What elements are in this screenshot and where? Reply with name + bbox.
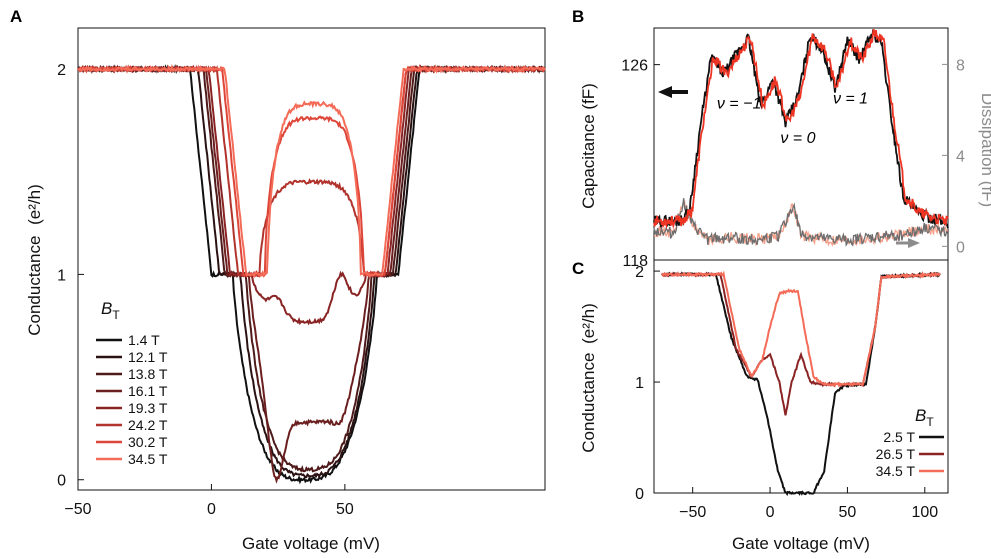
panel-b-ytick-label-right: 0 bbox=[956, 239, 965, 256]
capacitance-line-black bbox=[653, 29, 949, 229]
panel-b-ytick-label-left: 118 bbox=[622, 253, 648, 270]
panel-c-ticks: −50 0 50 100 0 1 2 bbox=[635, 264, 938, 521]
dissipation-line-salmon bbox=[654, 200, 949, 247]
panel-a-xlabel: Gate voltage (mV) bbox=[242, 534, 380, 553]
panel-c-lines bbox=[660, 270, 941, 497]
panel-a-legend-label: 1.4 T bbox=[128, 332, 160, 348]
panel-b-lines bbox=[653, 29, 949, 247]
panel-c-ylabel-text: Conductance (e²/h) bbox=[579, 303, 598, 453]
panel-c-ylabel-prefix: Conductance bbox=[579, 353, 598, 453]
panel-a-xtick-label: 50 bbox=[336, 501, 354, 518]
panel-a-ticks: −50 0 50 0 1 2 bbox=[57, 62, 354, 518]
panel-c-legend-label: 2.5 T bbox=[883, 429, 915, 445]
panel-a-xtick-label: 0 bbox=[207, 501, 216, 518]
panel-a-legend-label: 13.8 T bbox=[128, 366, 168, 382]
panel-c-series-line bbox=[661, 270, 941, 388]
panel-b: 118 126 0 4 8 ν = −1 ν = 0 ν = 1 Capacitance (… bbox=[579, 27, 991, 270]
panel-a-frame bbox=[77, 27, 546, 491]
panel-a-series-line bbox=[77, 63, 546, 279]
panel-c-legend-title: BT bbox=[915, 406, 934, 429]
panel-c-xtick-label: 0 bbox=[766, 504, 775, 521]
panel-a-legend-title-main: B bbox=[101, 299, 112, 318]
panel-a-ylabel: Conductance (e²/h) bbox=[25, 184, 44, 336]
filling-factor-label: ν = −1 bbox=[717, 96, 761, 113]
panel-b-annotations: ν = −1 ν = 0 ν = 1 bbox=[717, 91, 868, 147]
panel-b-ytick-label-right: 8 bbox=[956, 57, 965, 74]
panel-a-ytick-label: 1 bbox=[57, 267, 66, 284]
panel-c-ytick-label: 1 bbox=[635, 375, 644, 392]
panel-a-legend: BT 1.4 T12.1 T13.8 T16.1 T19.3 T24.2 T30… bbox=[96, 299, 168, 467]
panel-a-legend-label: 34.5 T bbox=[128, 451, 168, 467]
panel-a-letter: A bbox=[10, 7, 22, 26]
panel-c-ylabel: Conductance (e²/h) bbox=[579, 303, 598, 453]
panel-c-legend-label: 26.5 T bbox=[876, 446, 916, 462]
panel-a-legend-title: BT bbox=[101, 299, 120, 322]
panel-a: −50 0 50 0 1 2 Gate voltage (mV) Conductance … bbox=[25, 27, 546, 553]
panel-c-xtick-label: −50 bbox=[679, 504, 706, 521]
panel-c-legend: BT 2.5 T26.5 T34.5 T bbox=[876, 406, 944, 479]
capacitance-line-red bbox=[653, 29, 949, 230]
panel-a-lines bbox=[77, 63, 546, 485]
panel-a-ylabel-unit: (e²/h) bbox=[25, 184, 44, 225]
capacitance-arrow-icon bbox=[658, 86, 688, 98]
panel-c-legend-label: 34.5 T bbox=[876, 463, 916, 479]
panel-a-series-line bbox=[77, 64, 546, 279]
panel-a-ytick-label: 2 bbox=[57, 62, 66, 79]
panel-a-legend-title-sub: T bbox=[112, 308, 120, 322]
panel-a-legend-label: 12.1 T bbox=[128, 349, 168, 365]
panel-b-letter: B bbox=[572, 7, 584, 26]
panel-a-ytick-label: 0 bbox=[57, 473, 66, 490]
filling-factor-label: ν = 1 bbox=[833, 91, 868, 108]
panel-a-ylabel-text: Conductance (e²/h) bbox=[25, 184, 44, 336]
panel-c-xtick-label: 100 bbox=[911, 504, 938, 521]
panel-c-letter: C bbox=[572, 259, 584, 278]
panel-b-ytick-label-right: 4 bbox=[956, 148, 965, 165]
panel-a-legend-label: 24.2 T bbox=[128, 417, 168, 433]
panel-b-ytick-label-left: 126 bbox=[621, 58, 648, 75]
panel-c-legend-title-sub: T bbox=[926, 415, 934, 429]
panel-a-xtick-label: −50 bbox=[64, 501, 91, 518]
panel-a-legend-label: 19.3 T bbox=[128, 400, 168, 416]
panel-c-ytick-label: 0 bbox=[635, 486, 644, 503]
panel-a-ylabel-prefix: Conductance bbox=[25, 236, 44, 336]
panel-c-xtick-label: 50 bbox=[839, 504, 857, 521]
panel-c-ytick-label: 2 bbox=[635, 264, 644, 281]
panel-a-legend-label: 16.1 T bbox=[128, 383, 168, 399]
panel-c-series-line bbox=[660, 271, 941, 416]
dissipation-arrow-icon bbox=[896, 238, 920, 248]
panel-a-legend-label: 30.2 T bbox=[128, 434, 168, 450]
panel-c-ylabel-unit: (e²/h) bbox=[579, 303, 598, 344]
panel-c-legend-title-main: B bbox=[915, 406, 926, 425]
panel-a-series-line bbox=[77, 63, 546, 278]
panel-c: −50 0 50 100 0 1 2 Gate voltage (mV) Conductan… bbox=[579, 259, 949, 553]
panel-b-ticks: 118 126 0 4 8 bbox=[621, 57, 965, 270]
dissipation-line-gray bbox=[653, 198, 948, 247]
filling-factor-label: ν = 0 bbox=[780, 130, 815, 147]
panel-a-series-line bbox=[77, 64, 546, 326]
panel-b-ylabel-left: Capacitance (fF) bbox=[579, 83, 598, 209]
panel-b-ylabel-right: Dissipation (fF) bbox=[978, 93, 991, 207]
panel-c-xlabel: Gate voltage (mV) bbox=[732, 534, 870, 553]
